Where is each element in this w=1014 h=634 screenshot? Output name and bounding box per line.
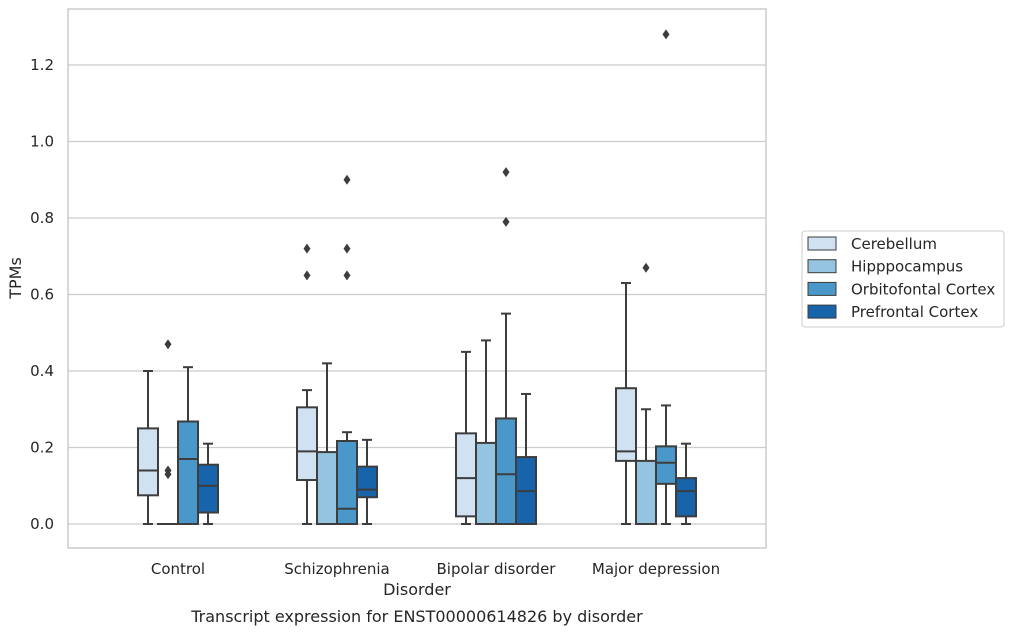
plot-area-frame bbox=[67, 8, 767, 549]
y-tick-labels: 0.0 0.2 0.4 0.6 0.8 1.0 1.2 bbox=[30, 56, 54, 533]
box-cerebellum bbox=[455, 350, 477, 525]
outlier-marker bbox=[164, 339, 172, 350]
box-prefrontal-cortex bbox=[356, 438, 378, 525]
box-iqr bbox=[655, 445, 677, 485]
outlier-marker bbox=[662, 29, 670, 40]
x-tick-label: Bipolar disorder bbox=[437, 560, 557, 578]
box-orbitofontal-cortex bbox=[495, 167, 517, 525]
legend-swatch bbox=[807, 259, 837, 274]
legend-swatch bbox=[807, 304, 837, 319]
box-iqr bbox=[675, 477, 697, 518]
box-cerebellum bbox=[296, 243, 318, 525]
box-iqr bbox=[635, 459, 657, 526]
outlier-marker bbox=[343, 270, 351, 281]
box-prefrontal-cortex bbox=[675, 442, 697, 525]
legend-label: Orbitofontal Cortex bbox=[851, 280, 995, 298]
outlier-marker bbox=[343, 243, 351, 254]
x-axis-title: Disorder bbox=[383, 580, 451, 599]
legend: Cerebellum Hipppocampus Orbitofontal Corte… bbox=[801, 230, 1005, 328]
outlier-marker bbox=[502, 216, 510, 227]
box-hipppocampus bbox=[316, 362, 338, 525]
box-groups bbox=[137, 29, 697, 526]
x-tick-label: Major depression bbox=[592, 560, 720, 578]
box-iqr bbox=[455, 432, 477, 518]
box-cerebellum bbox=[137, 370, 159, 525]
legend-label: Hipppocampus bbox=[851, 258, 963, 276]
box-prefrontal-cortex bbox=[515, 392, 537, 525]
legend-frame bbox=[801, 230, 1005, 328]
outlier-marker bbox=[343, 174, 351, 185]
box-iqr bbox=[356, 465, 378, 499]
box-cerebellum bbox=[615, 282, 637, 525]
y-tick-label: 1.0 bbox=[30, 133, 54, 151]
box-orbitofontal-cortex bbox=[336, 174, 358, 525]
outlier-marker bbox=[303, 243, 311, 254]
y-axis-title: TPMs bbox=[6, 257, 25, 300]
box-orbitofontal-cortex bbox=[177, 366, 199, 525]
box-iqr bbox=[316, 451, 338, 525]
y-tick-label: 0.0 bbox=[30, 515, 54, 533]
outlier-marker bbox=[502, 167, 510, 178]
legend-label: Prefrontal Cortex bbox=[851, 303, 978, 321]
outlier-marker bbox=[164, 465, 172, 476]
x-tick-label: Schizophrenia bbox=[284, 560, 389, 578]
box-iqr bbox=[615, 387, 637, 462]
outlier-marker bbox=[303, 270, 311, 281]
chart-caption: Transcript expression for ENST0000061482… bbox=[190, 607, 643, 626]
box-hipppocampus bbox=[157, 339, 179, 526]
box-iqr bbox=[495, 417, 517, 525]
box-hipppocampus bbox=[635, 262, 657, 526]
x-tick-labels: Control Schizophrenia Bipolar disorder Majo… bbox=[151, 560, 720, 578]
box-iqr bbox=[137, 427, 159, 497]
legend-label: Cerebellum bbox=[851, 235, 937, 253]
box-iqr bbox=[475, 441, 497, 525]
box-iqr bbox=[296, 406, 318, 482]
y-tick-label: 0.4 bbox=[30, 362, 54, 380]
x-tick-label: Control bbox=[151, 560, 205, 578]
box-prefrontal-cortex bbox=[197, 442, 219, 525]
y-tick-label: 0.8 bbox=[30, 209, 54, 227]
legend-swatch bbox=[807, 236, 837, 251]
box-iqr bbox=[336, 439, 358, 525]
legend-swatch bbox=[807, 281, 837, 296]
y-tick-label: 1.2 bbox=[30, 56, 54, 74]
box-iqr bbox=[177, 420, 199, 525]
box-iqr bbox=[197, 463, 219, 514]
outlier-marker bbox=[642, 262, 650, 273]
box-orbitofontal-cortex bbox=[655, 29, 677, 525]
y-tick-label: 0.6 bbox=[30, 286, 54, 304]
y-tick-label: 0.2 bbox=[30, 439, 54, 457]
box-hipppocampus bbox=[475, 339, 497, 525]
